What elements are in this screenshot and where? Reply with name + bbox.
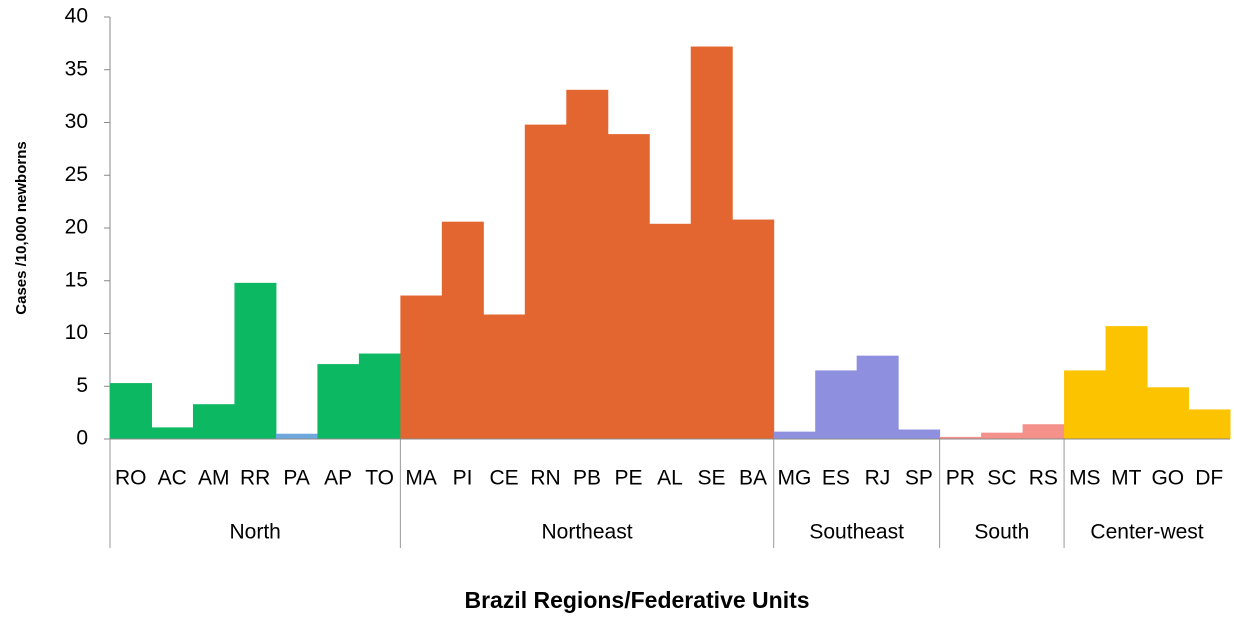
x-tick-label: BA (739, 467, 767, 490)
y-axis-label: Cases /10,000 newborns (13, 141, 30, 314)
x-tick-label: SP (905, 467, 933, 490)
bar (151, 427, 194, 439)
x-tick-label: RO (115, 467, 147, 490)
y-tick-label: 5 (76, 374, 88, 397)
x-tick-label: TO (365, 467, 394, 490)
bar (898, 429, 941, 439)
x-tick-label: RJ (865, 467, 891, 490)
bar (607, 134, 650, 440)
x-tick-label: ES (822, 467, 850, 490)
x-tick-label: DF (1195, 467, 1223, 490)
bar (524, 124, 567, 440)
bar (110, 383, 152, 439)
y-tick-label: 25 (65, 163, 88, 186)
bar (981, 432, 1024, 439)
x-tick-label: MA (405, 467, 437, 490)
x-axis-title: Brazil Regions/Federative Units (464, 587, 809, 613)
bar (1105, 326, 1148, 439)
x-tick-label: PR (946, 467, 975, 490)
bar (1064, 370, 1107, 439)
x-tick-label: AL (657, 467, 683, 490)
x-tick-label: RR (240, 467, 270, 490)
x-tick-label: SE (697, 467, 725, 490)
bar (815, 370, 858, 439)
y-tick-label: 10 (65, 321, 88, 344)
bar (773, 431, 816, 439)
bar (400, 295, 443, 439)
x-tick-label: MG (778, 467, 812, 490)
x-tick-label: RS (1029, 467, 1058, 490)
bar (358, 353, 401, 439)
group-label: Southeast (809, 521, 904, 544)
x-tick-label: PI (453, 467, 473, 490)
y-tick-label: 20 (65, 216, 88, 239)
bar (649, 223, 692, 439)
x-tick-label: PA (283, 467, 309, 490)
x-tick-label: PE (615, 467, 643, 490)
group-label: Center-west (1090, 521, 1203, 544)
bar (856, 355, 899, 439)
y-tick-label: 0 (76, 427, 88, 450)
x-tick-label: AM (198, 467, 230, 490)
y-tick-label: 35 (65, 57, 88, 80)
group-label: North (230, 521, 281, 544)
y-tick-label: 30 (65, 110, 88, 133)
y-tick-label: 40 (65, 5, 88, 28)
x-tick-label: GO (1151, 467, 1184, 490)
bar (234, 282, 277, 439)
x-tick-label: MS (1069, 467, 1101, 490)
bar (566, 89, 609, 440)
bar (939, 436, 982, 439)
bar (690, 46, 733, 439)
bar (1022, 424, 1065, 439)
x-tick-label: RN (530, 467, 560, 490)
bar (1188, 409, 1231, 439)
x-tick-label: CE (489, 467, 518, 490)
x-tick-label: SC (987, 467, 1016, 490)
x-tick-label: AP (324, 467, 352, 490)
bar (192, 404, 235, 439)
y-tick-label: 15 (65, 268, 88, 291)
bar (441, 221, 484, 439)
group-label: Northeast (542, 521, 633, 544)
x-tick-label: AC (158, 467, 187, 490)
bar (1147, 387, 1190, 439)
bar (732, 219, 775, 439)
x-tick-label: MT (1111, 467, 1141, 490)
x-tick-label: PB (573, 467, 601, 490)
bar (317, 364, 360, 439)
bar (275, 433, 318, 439)
bar (483, 314, 526, 439)
group-label: South (974, 521, 1029, 544)
